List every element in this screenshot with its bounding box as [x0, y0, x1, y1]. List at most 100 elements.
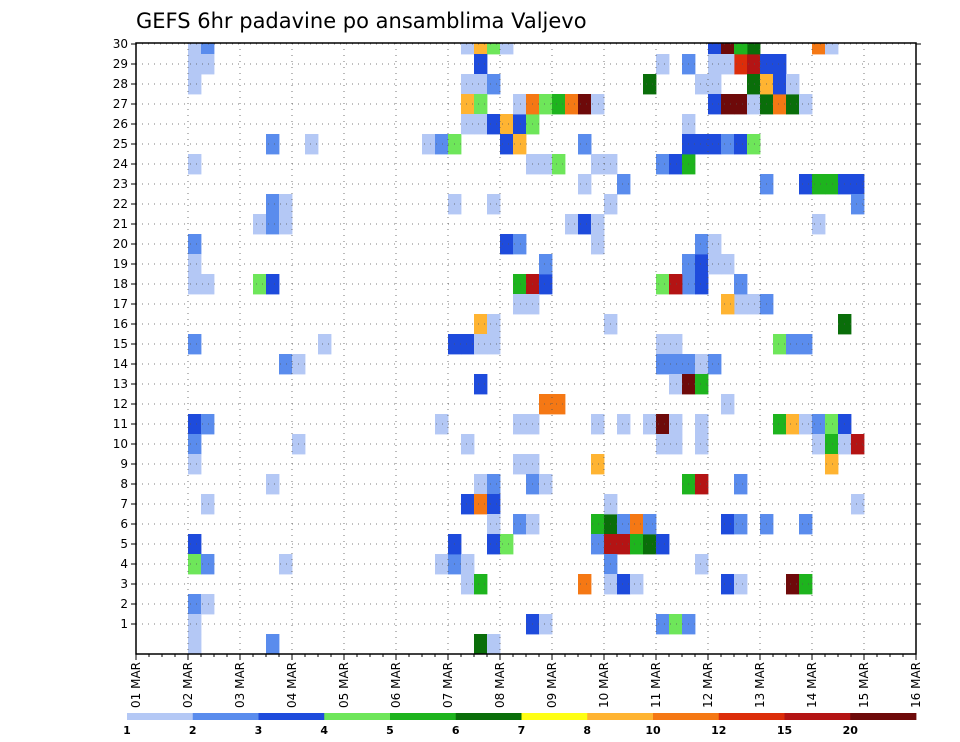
heatmap-cell	[825, 414, 839, 435]
heatmap-cell	[786, 414, 800, 435]
heatmap-cell	[435, 554, 449, 575]
x-tick-label: 08 MAR	[493, 662, 507, 708]
heatmap-cell	[721, 394, 735, 415]
y-tick-label: 11	[113, 417, 128, 431]
heatmap-cell	[552, 154, 566, 175]
heatmap-cell	[201, 43, 215, 55]
x-tick-label: 04 MAR	[285, 662, 299, 708]
heatmap-cell	[565, 214, 579, 235]
heatmap-cell	[773, 74, 787, 95]
y-tick-label: 8	[120, 477, 128, 491]
x-tick-label: 14 MAR	[805, 662, 819, 708]
heatmap-cell	[643, 414, 657, 435]
colorbar-swatch	[718, 713, 785, 720]
heatmap-cell	[799, 94, 813, 115]
heatmap-cell	[669, 354, 683, 375]
heatmap-cell	[695, 234, 709, 255]
y-tick-label: 5	[120, 537, 128, 551]
heatmap-cell	[487, 634, 501, 655]
y-tick-label: 22	[113, 197, 128, 211]
heatmap-cell	[695, 474, 709, 495]
heatmap-cell	[617, 534, 631, 555]
heatmap-cell	[747, 74, 761, 95]
heatmap-cell	[786, 574, 800, 595]
colorbar-label: 15	[777, 724, 792, 737]
heatmap-cell	[188, 74, 202, 95]
heatmap-cell	[734, 54, 748, 75]
x-tick-label: 15 MAR	[857, 662, 871, 708]
heatmap-cell	[721, 254, 735, 275]
heatmap-cell	[747, 294, 761, 315]
heatmap-cell	[500, 134, 514, 155]
heatmap-cell	[669, 414, 683, 435]
heatmap-cell	[669, 274, 683, 295]
heatmap-cell	[461, 114, 475, 135]
heatmap-cell	[188, 554, 202, 575]
colorbar-label: 7	[518, 724, 526, 737]
heatmap-cell	[565, 94, 579, 115]
heatmap-cell	[552, 94, 566, 115]
y-tick-label: 14	[113, 357, 128, 371]
heatmap-cell	[279, 194, 293, 215]
heatmap-cell	[279, 214, 293, 235]
x-tick-label: 10 MAR	[597, 662, 611, 708]
heatmap-cell	[422, 134, 436, 155]
heatmap-cell	[799, 514, 813, 535]
heatmap-cell	[734, 294, 748, 315]
heatmap-cell	[487, 114, 501, 135]
heatmap-cell	[201, 594, 215, 615]
heatmap-cell	[435, 414, 449, 435]
heatmap-cell	[500, 234, 514, 255]
heatmap-cell	[500, 114, 514, 135]
heatmap-cell	[630, 534, 644, 555]
heatmap-cell	[539, 394, 553, 415]
heatmap-cell	[500, 43, 514, 55]
heatmap-cell	[786, 334, 800, 355]
heatmap-cell	[591, 234, 605, 255]
heatmap-cell	[721, 574, 735, 595]
colorbar-swatch	[521, 713, 588, 720]
colorbar-label: 12	[711, 724, 726, 737]
x-tick-label: 09 MAR	[545, 662, 559, 708]
heatmap-cell	[812, 174, 826, 195]
y-tick-label: 23	[113, 177, 128, 191]
colorbar-label: 4	[320, 724, 328, 737]
heatmap-cell	[591, 534, 605, 555]
y-axis-ticks: 1234567891011121314151617181920212223242…	[113, 37, 921, 631]
heatmap-cell	[786, 94, 800, 115]
heatmap-cell	[578, 94, 592, 115]
heatmap-cell	[266, 474, 280, 495]
heatmap-cell	[513, 274, 527, 295]
heatmap-cell	[305, 134, 319, 155]
heatmap-cell	[851, 434, 865, 455]
colorbar-label: 10	[645, 724, 661, 737]
heatmap-cell	[578, 214, 592, 235]
colorbar-swatch	[784, 713, 851, 720]
heatmap-cell	[734, 274, 748, 295]
heatmap-cell	[721, 94, 735, 115]
heatmap-cell	[513, 114, 527, 135]
colorbar-swatch	[455, 713, 522, 720]
colorbar-swatch	[653, 713, 720, 720]
heatmap-cell	[487, 314, 501, 335]
heatmap-cell	[591, 414, 605, 435]
heatmap-cell	[721, 54, 735, 75]
heatmap-cell	[578, 574, 592, 595]
heatmap-cell	[266, 274, 280, 295]
heatmap-cell	[591, 514, 605, 535]
y-tick-label: 18	[113, 277, 128, 291]
heatmap-cell	[487, 474, 501, 495]
heatmap-cell	[851, 174, 865, 195]
heatmap-cell	[552, 394, 566, 415]
colorbar-label: 1	[123, 724, 131, 737]
heatmap-cell	[591, 214, 605, 235]
heatmap-cells	[188, 43, 865, 655]
heatmap-cell	[799, 174, 813, 195]
heatmap-cell	[474, 574, 488, 595]
colorbar-swatch	[324, 713, 391, 720]
heatmap-cell	[487, 194, 501, 215]
y-tick-label: 25	[113, 137, 128, 151]
heatmap-cell	[773, 54, 787, 75]
heatmap-cell	[201, 554, 215, 575]
heatmap-cell	[695, 414, 709, 435]
